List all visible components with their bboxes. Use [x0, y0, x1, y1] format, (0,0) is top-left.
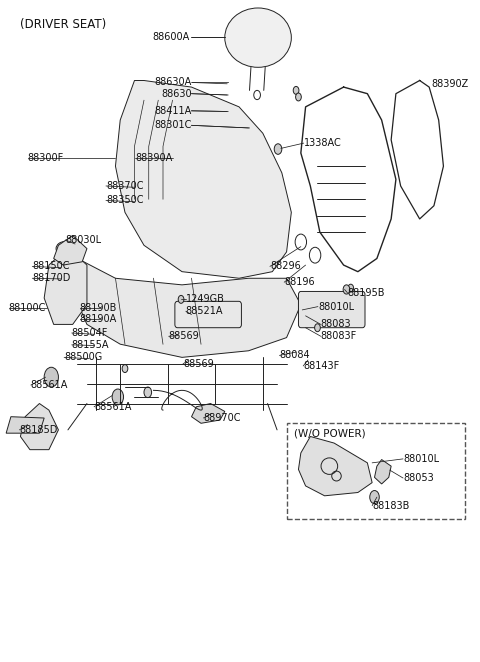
Polygon shape [6, 416, 44, 433]
Text: 88150C: 88150C [32, 261, 70, 271]
Polygon shape [299, 436, 372, 496]
Text: 88390A: 88390A [135, 154, 173, 164]
Circle shape [296, 93, 301, 101]
Text: 88195B: 88195B [348, 288, 385, 298]
Circle shape [44, 367, 59, 387]
Circle shape [122, 365, 128, 373]
Text: 88630A: 88630A [154, 77, 192, 87]
Text: 88083: 88083 [321, 319, 351, 330]
Text: 88569: 88569 [183, 359, 214, 369]
Text: 1249GB: 1249GB [186, 295, 225, 305]
Circle shape [314, 324, 320, 332]
Circle shape [144, 387, 152, 398]
Text: 88521A: 88521A [186, 307, 223, 316]
Polygon shape [44, 252, 87, 324]
Circle shape [293, 87, 299, 95]
Text: 88370C: 88370C [106, 181, 144, 191]
Polygon shape [54, 236, 87, 265]
FancyBboxPatch shape [175, 301, 241, 328]
FancyBboxPatch shape [287, 423, 465, 519]
Circle shape [274, 144, 282, 154]
Text: 88100C: 88100C [9, 303, 46, 313]
Polygon shape [192, 404, 225, 423]
Text: 1338AC: 1338AC [304, 138, 341, 148]
Text: 88411A: 88411A [154, 106, 192, 116]
Text: 88083F: 88083F [321, 331, 357, 342]
Polygon shape [374, 459, 391, 484]
Text: 88390Z: 88390Z [432, 79, 469, 89]
Circle shape [178, 295, 184, 303]
Text: 88030L: 88030L [66, 235, 102, 245]
Text: 88569: 88569 [168, 331, 200, 342]
Text: 88630: 88630 [161, 89, 192, 99]
Circle shape [112, 389, 123, 405]
Polygon shape [21, 404, 59, 449]
Text: 88600A: 88600A [152, 32, 189, 42]
Text: 88350C: 88350C [106, 195, 144, 205]
Ellipse shape [56, 242, 75, 256]
Polygon shape [72, 258, 301, 357]
Text: 88143F: 88143F [303, 361, 339, 371]
Text: 88010L: 88010L [318, 302, 354, 312]
Text: 88500G: 88500G [64, 352, 102, 362]
Text: 88301C: 88301C [154, 120, 192, 130]
Text: 88155A: 88155A [72, 340, 109, 350]
Text: 88300F: 88300F [27, 154, 64, 164]
Circle shape [343, 285, 350, 294]
Ellipse shape [225, 8, 291, 68]
Polygon shape [116, 81, 291, 278]
Text: 88970C: 88970C [204, 413, 241, 423]
FancyBboxPatch shape [299, 291, 365, 328]
Circle shape [370, 491, 379, 504]
Text: 88296: 88296 [270, 261, 300, 271]
Text: 88196: 88196 [284, 277, 315, 287]
Text: (DRIVER SEAT): (DRIVER SEAT) [21, 18, 107, 31]
Text: 88183B: 88183B [372, 500, 409, 510]
Text: 88170D: 88170D [32, 273, 71, 283]
Text: 88190A: 88190A [80, 314, 117, 324]
Text: 88010L: 88010L [403, 454, 439, 464]
Text: 88084: 88084 [279, 350, 310, 360]
Text: 88053: 88053 [403, 473, 434, 483]
Text: 88561A: 88561A [94, 402, 132, 412]
Text: 88185D: 88185D [20, 425, 58, 435]
Text: 88504F: 88504F [72, 328, 108, 338]
Text: 88561A: 88561A [31, 380, 68, 390]
Circle shape [348, 284, 354, 292]
Text: 88190B: 88190B [80, 303, 117, 313]
Text: (W/O POWER): (W/O POWER) [294, 428, 365, 438]
